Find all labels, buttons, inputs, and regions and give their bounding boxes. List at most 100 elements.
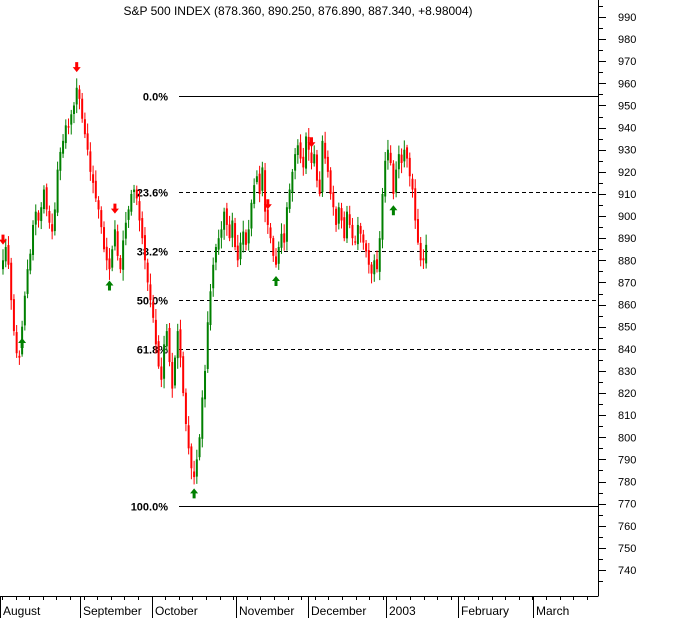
candle-87 xyxy=(239,232,242,266)
candle-122 xyxy=(335,206,338,232)
candle-body-19 xyxy=(53,209,56,232)
candle-body-60 xyxy=(165,331,168,347)
candle-body-67 xyxy=(184,392,187,425)
candle-150 xyxy=(411,173,414,198)
candle-17 xyxy=(48,205,51,229)
fib-label-1: 23.6% xyxy=(137,188,168,200)
candle-body-72 xyxy=(198,437,201,458)
candle-body-140 xyxy=(384,160,387,197)
candle-139 xyxy=(381,187,384,249)
candle-body-150 xyxy=(411,178,414,190)
candle-body-143 xyxy=(392,163,395,194)
y-tick-label-860: 860 xyxy=(618,300,636,312)
y-tick-label-780: 780 xyxy=(618,477,636,489)
candle-body-14 xyxy=(40,207,43,222)
candle-body-68 xyxy=(187,425,190,449)
candle-body-27 xyxy=(75,87,78,105)
candle-153 xyxy=(419,236,422,267)
candle-body-11 xyxy=(32,224,35,255)
signal-arrow-down-2 xyxy=(72,62,81,73)
y-tick-label-890: 890 xyxy=(618,233,636,245)
candle-body-53 xyxy=(146,262,149,283)
x-tick-label-0: August xyxy=(3,604,41,618)
candle-84 xyxy=(231,212,234,248)
candle-body-99 xyxy=(272,238,275,256)
candle-body-13 xyxy=(37,212,40,221)
candle-31 xyxy=(86,123,89,156)
price-candles xyxy=(2,78,428,485)
candle-body-70 xyxy=(193,471,196,478)
candle-111 xyxy=(305,132,308,175)
candle-22 xyxy=(62,134,65,158)
candle-121 xyxy=(332,185,335,216)
candle-body-104 xyxy=(285,207,288,242)
candle-body-31 xyxy=(86,133,89,150)
candle-29 xyxy=(81,92,84,123)
candle-body-36 xyxy=(100,210,103,228)
candle-body-40 xyxy=(111,249,114,268)
candle-49 xyxy=(135,185,138,206)
candle-body-17 xyxy=(48,211,51,223)
candle-body-32 xyxy=(89,151,92,172)
candle-33 xyxy=(92,165,95,194)
candle-body-105 xyxy=(288,189,291,209)
candle-18 xyxy=(51,213,54,240)
candle-0 xyxy=(2,249,4,275)
candle-body-59 xyxy=(163,344,166,379)
candle-4 xyxy=(12,294,15,336)
candle-body-85 xyxy=(234,223,237,248)
candle-body-128 xyxy=(351,224,354,239)
candle-62 xyxy=(171,352,174,398)
fib-label-4: 61.8% xyxy=(137,345,168,357)
candle-67 xyxy=(184,388,187,432)
y-tick-label-930: 930 xyxy=(618,145,636,157)
y-tick-label-900: 900 xyxy=(618,211,636,223)
candle-9 xyxy=(26,259,29,299)
y-tick-label-800: 800 xyxy=(618,432,636,444)
candle-body-2 xyxy=(7,245,10,265)
candle-144 xyxy=(395,161,398,198)
candle-81 xyxy=(223,207,226,240)
candle-body-139 xyxy=(381,193,384,240)
candle-body-119 xyxy=(326,156,329,172)
signal-arrow-down-0 xyxy=(0,234,7,245)
candle-body-64 xyxy=(176,331,179,359)
fibonacci-levels: 0.0% 23.6% 38.2% 50.0% 61.8% 100.0% xyxy=(131,92,598,514)
candle-body-54 xyxy=(149,284,152,301)
candle-8 xyxy=(23,291,26,331)
candle-19 xyxy=(53,202,56,236)
candle-51 xyxy=(141,211,144,245)
candle-57 xyxy=(157,335,160,369)
candle-149 xyxy=(408,152,411,187)
candle-68 xyxy=(187,416,190,455)
candle-59 xyxy=(163,335,166,389)
candle-133 xyxy=(365,240,368,258)
x-tick-label-4: December xyxy=(311,604,366,618)
candle-body-41 xyxy=(113,229,116,247)
candle-body-48 xyxy=(133,189,136,193)
candle-body-87 xyxy=(239,242,242,260)
candle-77 xyxy=(212,257,215,297)
candle-body-98 xyxy=(269,227,272,239)
candle-92 xyxy=(253,178,256,209)
candle-body-30 xyxy=(83,119,86,135)
candle-body-39 xyxy=(108,258,111,270)
candle-142 xyxy=(389,145,392,166)
candle-body-5 xyxy=(15,332,18,354)
candle-23 xyxy=(64,119,67,149)
candle-body-10 xyxy=(29,253,32,271)
candle-body-100 xyxy=(275,256,277,265)
candle-88 xyxy=(242,220,245,253)
candle-body-9 xyxy=(26,269,29,294)
candle-body-28 xyxy=(78,89,81,99)
candle-body-96 xyxy=(264,170,267,212)
candle-118 xyxy=(324,131,327,164)
candle-body-126 xyxy=(345,211,348,239)
candle-137 xyxy=(376,250,379,273)
candle-5 xyxy=(15,325,18,358)
x-tick-label-7: March xyxy=(536,604,569,618)
candle-body-44 xyxy=(122,240,125,270)
candle-75 xyxy=(206,311,209,373)
candle-38 xyxy=(105,237,108,271)
